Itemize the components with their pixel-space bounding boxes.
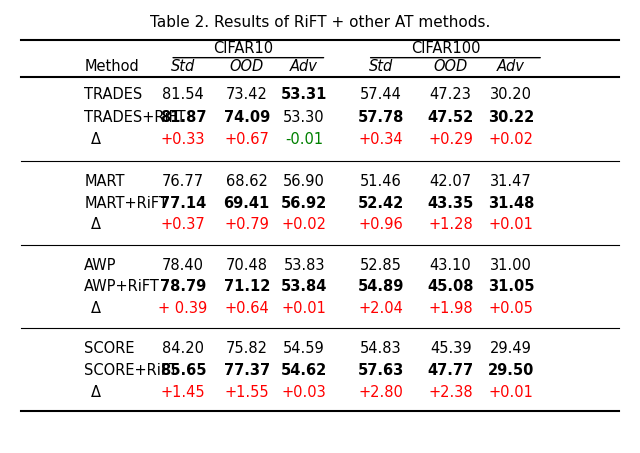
Text: 57.78: 57.78 [357, 110, 404, 125]
Text: Adv: Adv [290, 59, 318, 74]
Text: 53.83: 53.83 [284, 258, 325, 273]
Text: Std: Std [171, 59, 195, 74]
Text: 77.14: 77.14 [160, 196, 206, 211]
Text: 47.77: 47.77 [428, 363, 474, 378]
Text: 53.84: 53.84 [281, 279, 327, 294]
Text: 45.08: 45.08 [428, 279, 474, 294]
Text: Adv: Adv [497, 59, 525, 74]
Text: Δ: Δ [91, 217, 100, 232]
Text: +0.96: +0.96 [358, 217, 403, 232]
Text: 31.47: 31.47 [490, 174, 532, 189]
Text: 73.42: 73.42 [226, 87, 268, 102]
Text: Method: Method [84, 59, 139, 74]
Text: 43.35: 43.35 [428, 196, 474, 211]
Text: 42.07: 42.07 [429, 174, 472, 189]
Text: SCORE+RiFT: SCORE+RiFT [84, 363, 178, 378]
Text: +0.34: +0.34 [358, 132, 403, 147]
Text: 29.49: 29.49 [490, 341, 532, 357]
Text: +2.04: +2.04 [358, 301, 403, 316]
Text: 30.20: 30.20 [490, 87, 532, 102]
Text: +1.55: +1.55 [225, 386, 269, 400]
Text: 70.48: 70.48 [226, 258, 268, 273]
Text: Δ: Δ [91, 386, 100, 400]
Text: OOD: OOD [230, 59, 264, 74]
Text: 54.59: 54.59 [283, 341, 325, 357]
Text: TRADES+RiFT: TRADES+RiFT [84, 110, 186, 125]
Text: 53.30: 53.30 [284, 110, 325, 125]
Text: Δ: Δ [91, 301, 100, 316]
Text: 81.87: 81.87 [160, 110, 206, 125]
Text: +0.03: +0.03 [282, 386, 326, 400]
Text: 77.37: 77.37 [223, 363, 270, 378]
Text: 31.05: 31.05 [488, 279, 534, 294]
Text: MART: MART [84, 174, 125, 189]
Text: CIFAR100: CIFAR100 [411, 41, 481, 56]
Text: 71.12: 71.12 [223, 279, 270, 294]
Text: Table 2. Results of RiFT + other AT methods.: Table 2. Results of RiFT + other AT meth… [150, 15, 490, 30]
Text: 56.90: 56.90 [283, 174, 325, 189]
Text: 76.77: 76.77 [162, 174, 204, 189]
Text: -0.01: -0.01 [285, 132, 323, 147]
Text: 56.92: 56.92 [281, 196, 327, 211]
Text: 54.83: 54.83 [360, 341, 401, 357]
Text: SCORE: SCORE [84, 341, 135, 357]
Text: +2.38: +2.38 [428, 386, 473, 400]
Text: 52.85: 52.85 [360, 258, 401, 273]
Text: AWP+RiFT: AWP+RiFT [84, 279, 160, 294]
Text: AWP: AWP [84, 258, 116, 273]
Text: +0.79: +0.79 [224, 217, 269, 232]
Text: +2.80: +2.80 [358, 386, 403, 400]
Text: +0.37: +0.37 [161, 217, 205, 232]
Text: 75.82: 75.82 [226, 341, 268, 357]
Text: 69.41: 69.41 [223, 196, 270, 211]
Text: 78.40: 78.40 [162, 258, 204, 273]
Text: +0.02: +0.02 [282, 217, 326, 232]
Text: +0.64: +0.64 [225, 301, 269, 316]
Text: CIFAR10: CIFAR10 [214, 41, 273, 56]
Text: + 0.39: + 0.39 [158, 301, 207, 316]
Text: 52.42: 52.42 [357, 196, 404, 211]
Text: 81.54: 81.54 [162, 87, 204, 102]
Text: 57.44: 57.44 [360, 87, 401, 102]
Text: +0.01: +0.01 [489, 217, 534, 232]
Text: +1.98: +1.98 [428, 301, 473, 316]
Text: 85.65: 85.65 [160, 363, 206, 378]
Text: +0.29: +0.29 [428, 132, 473, 147]
Text: +1.45: +1.45 [161, 386, 205, 400]
Text: +0.33: +0.33 [161, 132, 205, 147]
Text: 47.52: 47.52 [428, 110, 474, 125]
Text: MART+RiFT: MART+RiFT [84, 196, 168, 211]
Text: TRADES: TRADES [84, 87, 143, 102]
Text: 53.31: 53.31 [281, 87, 327, 102]
Text: Δ: Δ [91, 132, 100, 147]
Text: +0.05: +0.05 [489, 301, 534, 316]
Text: 31.00: 31.00 [490, 258, 532, 273]
Text: 45.39: 45.39 [430, 341, 472, 357]
Text: Std: Std [369, 59, 393, 74]
Text: 51.46: 51.46 [360, 174, 401, 189]
Text: 54.62: 54.62 [281, 363, 327, 378]
Text: 57.63: 57.63 [357, 363, 404, 378]
Text: OOD: OOD [433, 59, 468, 74]
Text: 43.10: 43.10 [429, 258, 472, 273]
Text: 31.48: 31.48 [488, 196, 534, 211]
Text: 29.50: 29.50 [488, 363, 534, 378]
Text: 30.22: 30.22 [488, 110, 534, 125]
Text: 74.09: 74.09 [223, 110, 270, 125]
Text: +0.01: +0.01 [282, 301, 326, 316]
Text: +0.01: +0.01 [489, 386, 534, 400]
Text: +0.02: +0.02 [489, 132, 534, 147]
Text: 84.20: 84.20 [162, 341, 204, 357]
Text: 68.62: 68.62 [226, 174, 268, 189]
Text: 54.89: 54.89 [357, 279, 404, 294]
Text: 47.23: 47.23 [429, 87, 472, 102]
Text: 78.79: 78.79 [160, 279, 206, 294]
Text: +0.67: +0.67 [224, 132, 269, 147]
Text: +1.28: +1.28 [428, 217, 473, 232]
